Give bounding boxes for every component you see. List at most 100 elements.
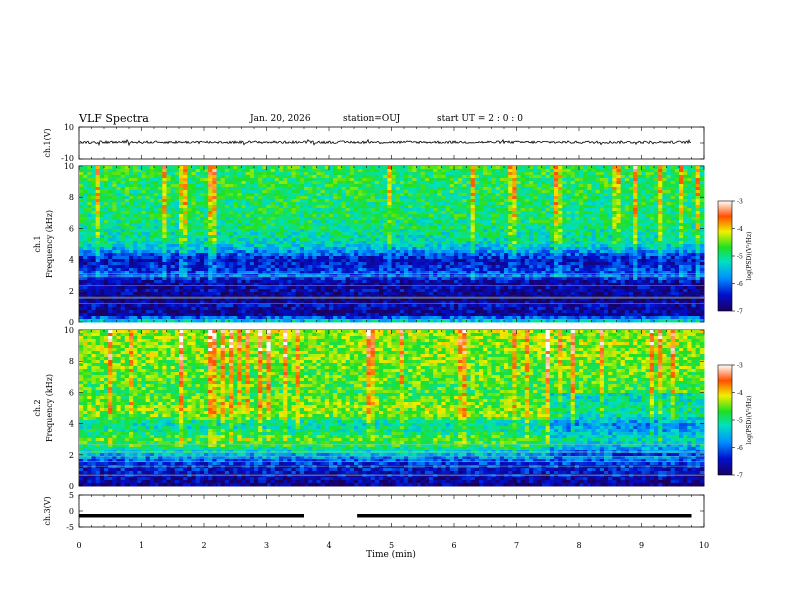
spectrogram-cell — [199, 220, 205, 224]
spectrogram-cell — [149, 226, 155, 230]
spectrogram-cell — [112, 259, 117, 263]
spectrogram-cell — [145, 277, 151, 281]
spectrogram-cell — [95, 265, 101, 269]
spectrogram-cell — [441, 268, 447, 272]
spectrogram-cell — [187, 193, 192, 197]
spectrogram-cell — [316, 307, 322, 311]
spectrogram-cell — [299, 175, 305, 179]
spectrogram-cell — [316, 304, 322, 308]
spectrogram-cell — [258, 181, 263, 185]
spectrogram-cell — [87, 313, 92, 317]
spectrogram-cell — [241, 277, 247, 281]
spectrogram-cell — [449, 241, 455, 245]
spectrogram-cell — [141, 226, 147, 230]
spectrogram-cell — [429, 166, 434, 170]
spectrogram-cell — [395, 178, 401, 182]
spectrogram-cell — [445, 235, 451, 239]
spectrogram-cell — [195, 268, 201, 272]
spectrogram-cell — [437, 214, 442, 218]
spectrogram-cell — [266, 259, 272, 263]
spectrogram-cell — [79, 298, 84, 302]
spectrogram-cell — [433, 295, 438, 299]
spectrogram-cell — [399, 268, 405, 272]
spectrogram-cell — [404, 265, 409, 269]
spectrogram-cell — [258, 298, 263, 302]
spectrogram-cell — [370, 190, 376, 194]
spectrogram-cell — [129, 307, 134, 311]
spectrogram-cell — [170, 271, 176, 275]
spectrogram-cell — [312, 229, 317, 233]
spectrogram-cell — [354, 250, 359, 254]
spectrogram-cell — [195, 199, 201, 203]
spectrogram-cell — [154, 229, 159, 233]
spectrogram-cell — [424, 196, 430, 200]
spectrogram-cell — [149, 307, 155, 311]
spectrogram-cell — [233, 256, 238, 260]
spectrogram-cell — [283, 268, 288, 272]
spectrogram-cell — [429, 259, 434, 263]
spectrogram-cell — [345, 241, 351, 245]
spectrogram-cell — [154, 304, 159, 308]
spectrogram-cell — [437, 202, 442, 206]
spectrogram-cell — [99, 181, 105, 185]
spectrogram-cell — [108, 238, 113, 242]
spectrogram-cell — [133, 304, 138, 308]
spectrogram-cell — [158, 202, 163, 206]
spectrogram-cell — [420, 316, 426, 320]
spectrogram-cell — [120, 217, 126, 221]
spectrogram-cell — [116, 211, 122, 215]
spectrogram-cell — [162, 292, 167, 296]
spectrogram-cell — [420, 268, 426, 272]
spectrogram-cell — [379, 304, 384, 308]
spectrogram-cell — [316, 292, 322, 296]
spectrogram-cell — [104, 244, 109, 248]
spectrogram-cell — [195, 211, 201, 215]
spectrogram-cell — [233, 268, 238, 272]
spectrogram-cell — [437, 304, 442, 308]
spectrogram-cell — [454, 319, 459, 323]
spectrogram-cell — [445, 280, 451, 284]
spectrogram-cell — [212, 292, 217, 296]
spectrogram-cell — [429, 241, 434, 245]
spectrogram-cell — [391, 202, 397, 206]
spectrogram-cell — [329, 172, 334, 176]
spectrogram-cell — [108, 259, 113, 263]
spectrogram-cell — [141, 313, 147, 317]
spectrogram-cell — [195, 259, 201, 263]
spectrogram-cell — [237, 166, 242, 170]
spectrogram-cell — [408, 307, 413, 311]
spectrogram-cell — [99, 211, 105, 215]
spectrogram-cell — [174, 247, 180, 251]
spectrogram-cell — [345, 301, 351, 305]
spectrogram-cell — [133, 193, 138, 197]
ch1-waveform-trace — [79, 138, 692, 147]
spectrogram-cell — [254, 256, 259, 260]
spectrogram-cell — [370, 292, 376, 296]
spectrogram-cell — [433, 253, 438, 257]
spectrogram-cell — [254, 175, 259, 179]
spectrogram-cell — [299, 190, 305, 194]
spectrogram-cell — [174, 232, 180, 236]
spectrogram-cell — [108, 169, 113, 173]
spectrogram-cell — [304, 229, 309, 233]
spectrogram-cell — [395, 259, 401, 263]
spectrogram-cell — [329, 217, 334, 221]
spectrogram-cell — [116, 229, 122, 233]
spectrogram-cell — [308, 265, 313, 269]
spectrogram-cell — [249, 214, 255, 218]
spectrogram-cell — [304, 304, 309, 308]
spectrogram-cell — [437, 283, 442, 287]
spectrogram-cell — [104, 313, 109, 317]
spectrogram-cell — [324, 256, 330, 260]
spectrogram-cell — [245, 271, 251, 275]
spectrogram-cell — [129, 280, 134, 284]
spectrogram-cell — [112, 178, 117, 182]
spectrogram-cell — [379, 199, 384, 203]
spectrogram-cell — [254, 310, 259, 314]
spectrogram-cell — [416, 316, 422, 320]
spectrogram-cell — [108, 307, 113, 311]
spectrogram-cell — [454, 286, 459, 290]
spectrogram-cell — [83, 313, 88, 317]
spectrogram-cell — [99, 169, 105, 173]
spectrogram-cell — [204, 169, 209, 173]
